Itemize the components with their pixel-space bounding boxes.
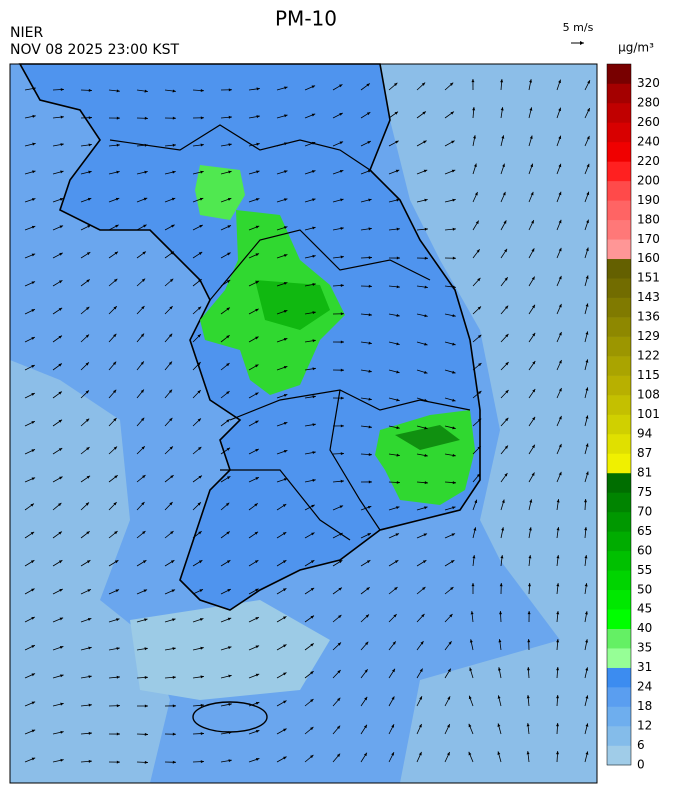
jeju-island bbox=[193, 702, 267, 732]
colorbar-segment bbox=[607, 415, 631, 435]
colorbar-segment bbox=[607, 434, 631, 454]
colorbar-label: 0 bbox=[637, 758, 645, 772]
colorbar-label: 40 bbox=[637, 621, 652, 635]
colorbar-segment bbox=[607, 220, 631, 240]
colorbar-label: 94 bbox=[637, 426, 652, 440]
colorbar-segment bbox=[607, 376, 631, 396]
colorbar-label: 108 bbox=[637, 388, 660, 402]
colorbar-label: 170 bbox=[637, 232, 660, 246]
colorbar-label: 70 bbox=[637, 504, 652, 518]
colorbar-label: 190 bbox=[637, 193, 660, 207]
colorbar-segment bbox=[607, 570, 631, 590]
colorbar-label: 280 bbox=[637, 95, 660, 109]
colorbar-segment bbox=[607, 181, 631, 201]
title: PM-10 bbox=[275, 7, 337, 31]
colorbar-segment bbox=[607, 531, 631, 551]
legend-unit: µg/m³ bbox=[618, 41, 654, 55]
colorbar-segment bbox=[607, 200, 631, 220]
colorbar-label: 65 bbox=[637, 524, 652, 538]
colorbar-label: 180 bbox=[637, 212, 660, 226]
colorbar-segment bbox=[607, 161, 631, 181]
colorbar-segment bbox=[607, 512, 631, 532]
colorbar-label: 160 bbox=[637, 251, 660, 265]
colorbar-segment bbox=[607, 648, 631, 668]
colorbar-segment bbox=[607, 590, 631, 610]
colorbar-segment bbox=[607, 687, 631, 707]
colorbar: 0 6 12 18 24 31 35 40 45 50 55 60 65 70 75 81 87 94 101 108… bbox=[607, 64, 660, 772]
colorbar-segment bbox=[607, 551, 631, 571]
colorbar-segment bbox=[607, 317, 631, 337]
colorbar-segment bbox=[607, 356, 631, 376]
colorbar-segment bbox=[607, 142, 631, 162]
colorbar-segment bbox=[607, 609, 631, 629]
colorbar-segment bbox=[607, 298, 631, 318]
colorbar-label: 81 bbox=[637, 465, 652, 479]
colorbar-segment bbox=[607, 629, 631, 649]
colorbar-segment bbox=[607, 726, 631, 746]
wind-scale-label: 5 m/s bbox=[563, 21, 594, 34]
colorbar-segment bbox=[607, 473, 631, 493]
colorbar-label: 320 bbox=[637, 76, 660, 90]
colorbar-label: 24 bbox=[637, 680, 652, 694]
colorbar-label: 260 bbox=[637, 115, 660, 129]
map bbox=[10, 64, 597, 783]
colorbar-label: 129 bbox=[637, 329, 660, 343]
colorbar-label: 115 bbox=[637, 368, 660, 382]
colorbar-label: 151 bbox=[637, 271, 660, 285]
colorbar-segment bbox=[607, 83, 631, 103]
colorbar-label: 101 bbox=[637, 407, 660, 421]
colorbar-label: 35 bbox=[637, 641, 652, 655]
datetime: NOV 08 2025 23:00 KST bbox=[10, 42, 179, 58]
colorbar-label: 136 bbox=[637, 310, 660, 324]
colorbar-segment bbox=[607, 64, 631, 84]
colorbar-segment bbox=[607, 707, 631, 727]
colorbar-label: 122 bbox=[637, 349, 660, 363]
colorbar-label: 87 bbox=[637, 446, 652, 460]
colorbar-segment bbox=[607, 122, 631, 142]
colorbar-segment bbox=[607, 337, 631, 357]
colorbar-label: 240 bbox=[637, 134, 660, 148]
colorbar-label: 60 bbox=[637, 543, 652, 557]
colorbar-label: 200 bbox=[637, 173, 660, 187]
colorbar-segment bbox=[607, 453, 631, 473]
colorbar-segment bbox=[607, 103, 631, 123]
colorbar-segment bbox=[607, 395, 631, 415]
colorbar-label: 143 bbox=[637, 290, 660, 304]
colorbar-label: 55 bbox=[637, 563, 652, 577]
agency: NIER bbox=[10, 25, 43, 41]
colorbar-segment bbox=[607, 259, 631, 279]
colorbar-label: 75 bbox=[637, 485, 652, 499]
colorbar-label: 6 bbox=[637, 738, 645, 752]
colorbar-segment bbox=[607, 746, 631, 766]
colorbar-label: 31 bbox=[637, 660, 652, 674]
colorbar-label: 220 bbox=[637, 154, 660, 168]
colorbar-label: 12 bbox=[637, 719, 652, 733]
colorbar-label: 18 bbox=[637, 699, 652, 713]
colorbar-segment bbox=[607, 239, 631, 259]
colorbar-label: 45 bbox=[637, 602, 652, 616]
wind-scale-arrowhead bbox=[580, 41, 584, 45]
colorbar-segment bbox=[607, 278, 631, 298]
colorbar-segment bbox=[607, 668, 631, 688]
colorbar-segment bbox=[607, 492, 631, 512]
colorbar-label: 50 bbox=[637, 582, 652, 596]
